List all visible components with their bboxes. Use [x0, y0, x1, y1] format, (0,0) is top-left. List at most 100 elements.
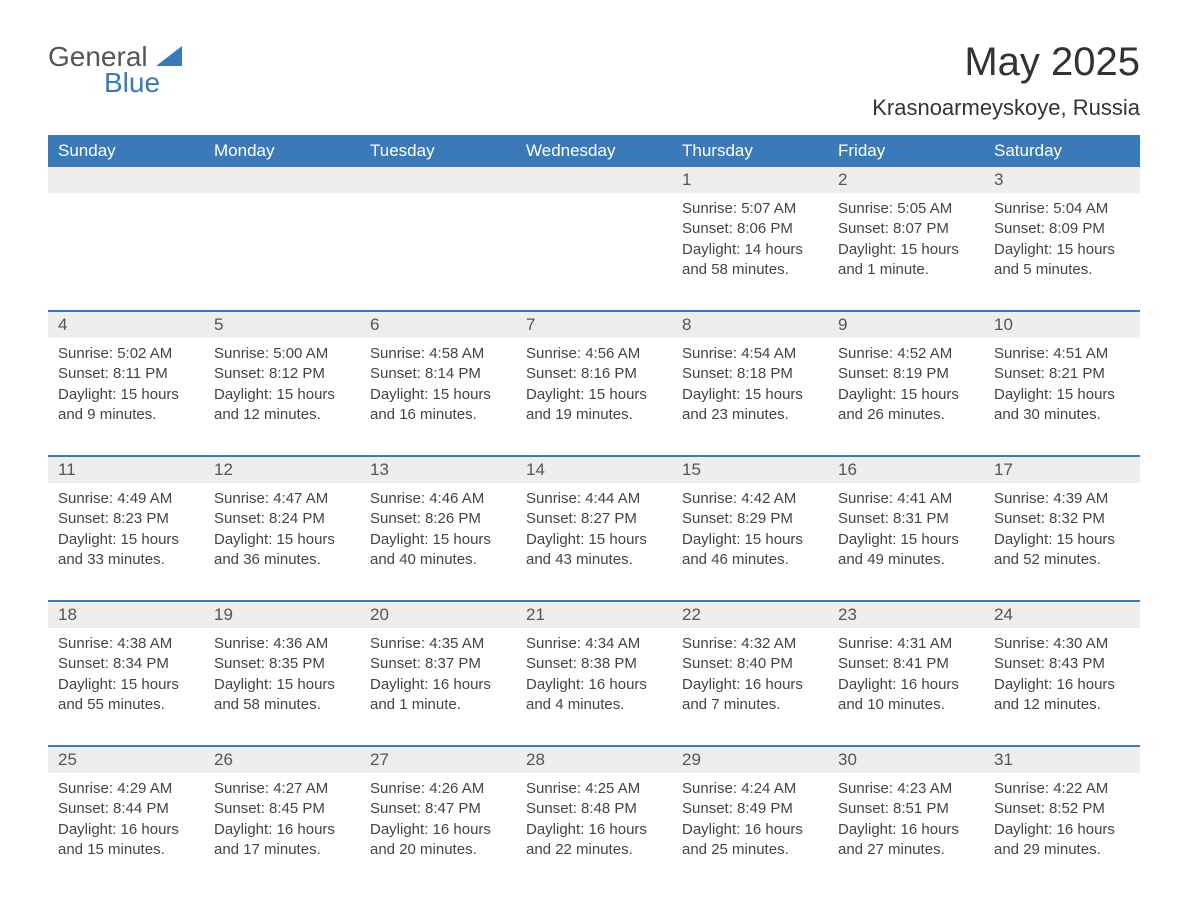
calendar-day — [516, 167, 672, 284]
sunrise-text: Sunrise: 4:26 AM — [370, 779, 506, 799]
calendar-day: 6Sunrise: 4:58 AMSunset: 8:14 PMDaylight… — [360, 312, 516, 429]
day-number: 22 — [672, 602, 828, 628]
sunrise-text: Sunrise: 4:42 AM — [682, 489, 818, 509]
weekday-header: Thursday — [672, 135, 828, 167]
sunset-text: Sunset: 8:14 PM — [370, 364, 506, 384]
daylight-text: Daylight: 15 hours and 26 minutes. — [838, 385, 974, 426]
day-details: Sunrise: 4:30 AMSunset: 8:43 PMDaylight:… — [984, 628, 1140, 719]
sunrise-text: Sunrise: 5:04 AM — [994, 199, 1130, 219]
sunrise-text: Sunrise: 4:56 AM — [526, 344, 662, 364]
calendar-day: 25Sunrise: 4:29 AMSunset: 8:44 PMDayligh… — [48, 747, 204, 864]
daylight-text: Daylight: 16 hours and 15 minutes. — [58, 820, 194, 861]
day-number: 17 — [984, 457, 1140, 483]
daylight-text: Daylight: 15 hours and 12 minutes. — [214, 385, 350, 426]
day-details: Sunrise: 5:05 AMSunset: 8:07 PMDaylight:… — [828, 193, 984, 284]
daylight-text: Daylight: 15 hours and 23 minutes. — [682, 385, 818, 426]
day-number: 21 — [516, 602, 672, 628]
calendar-day: 22Sunrise: 4:32 AMSunset: 8:40 PMDayligh… — [672, 602, 828, 719]
day-details: Sunrise: 4:22 AMSunset: 8:52 PMDaylight:… — [984, 773, 1140, 864]
calendar-day: 5Sunrise: 5:00 AMSunset: 8:12 PMDaylight… — [204, 312, 360, 429]
sunset-text: Sunset: 8:35 PM — [214, 654, 350, 674]
daylight-text: Daylight: 16 hours and 12 minutes. — [994, 675, 1130, 716]
day-number: 2 — [828, 167, 984, 193]
calendar-day — [48, 167, 204, 284]
calendar-day: 2Sunrise: 5:05 AMSunset: 8:07 PMDaylight… — [828, 167, 984, 284]
calendar-day: 16Sunrise: 4:41 AMSunset: 8:31 PMDayligh… — [828, 457, 984, 574]
day-number — [360, 167, 516, 193]
sunrise-text: Sunrise: 4:31 AM — [838, 634, 974, 654]
week-row: 1Sunrise: 5:07 AMSunset: 8:06 PMDaylight… — [48, 167, 1140, 284]
day-details: Sunrise: 4:29 AMSunset: 8:44 PMDaylight:… — [48, 773, 204, 864]
day-number: 8 — [672, 312, 828, 338]
sunrise-text: Sunrise: 4:32 AM — [682, 634, 818, 654]
calendar-day — [360, 167, 516, 284]
calendar-day: 23Sunrise: 4:31 AMSunset: 8:41 PMDayligh… — [828, 602, 984, 719]
calendar: SundayMondayTuesdayWednesdayThursdayFrid… — [48, 135, 1140, 864]
day-details: Sunrise: 4:47 AMSunset: 8:24 PMDaylight:… — [204, 483, 360, 574]
sunset-text: Sunset: 8:37 PM — [370, 654, 506, 674]
day-number — [516, 167, 672, 193]
week-row: 18Sunrise: 4:38 AMSunset: 8:34 PMDayligh… — [48, 600, 1140, 719]
sunset-text: Sunset: 8:44 PM — [58, 799, 194, 819]
sunrise-text: Sunrise: 4:46 AM — [370, 489, 506, 509]
calendar-day: 15Sunrise: 4:42 AMSunset: 8:29 PMDayligh… — [672, 457, 828, 574]
sunrise-text: Sunrise: 4:35 AM — [370, 634, 506, 654]
sunset-text: Sunset: 8:09 PM — [994, 219, 1130, 239]
daylight-text: Daylight: 15 hours and 46 minutes. — [682, 530, 818, 571]
daylight-text: Daylight: 14 hours and 58 minutes. — [682, 240, 818, 281]
day-number: 12 — [204, 457, 360, 483]
day-details: Sunrise: 4:34 AMSunset: 8:38 PMDaylight:… — [516, 628, 672, 719]
sunrise-text: Sunrise: 4:54 AM — [682, 344, 818, 364]
day-number: 11 — [48, 457, 204, 483]
sunset-text: Sunset: 8:47 PM — [370, 799, 506, 819]
calendar-day: 24Sunrise: 4:30 AMSunset: 8:43 PMDayligh… — [984, 602, 1140, 719]
sunset-text: Sunset: 8:19 PM — [838, 364, 974, 384]
calendar-day: 31Sunrise: 4:22 AMSunset: 8:52 PMDayligh… — [984, 747, 1140, 864]
day-number: 27 — [360, 747, 516, 773]
weekday-header: Monday — [204, 135, 360, 167]
sunset-text: Sunset: 8:29 PM — [682, 509, 818, 529]
day-number: 14 — [516, 457, 672, 483]
daylight-text: Daylight: 16 hours and 10 minutes. — [838, 675, 974, 716]
day-number: 31 — [984, 747, 1140, 773]
calendar-day: 26Sunrise: 4:27 AMSunset: 8:45 PMDayligh… — [204, 747, 360, 864]
week-row: 11Sunrise: 4:49 AMSunset: 8:23 PMDayligh… — [48, 455, 1140, 574]
daylight-text: Daylight: 16 hours and 29 minutes. — [994, 820, 1130, 861]
calendar-day: 30Sunrise: 4:23 AMSunset: 8:51 PMDayligh… — [828, 747, 984, 864]
daylight-text: Daylight: 16 hours and 27 minutes. — [838, 820, 974, 861]
sunset-text: Sunset: 8:41 PM — [838, 654, 974, 674]
day-number: 20 — [360, 602, 516, 628]
day-details: Sunrise: 4:49 AMSunset: 8:23 PMDaylight:… — [48, 483, 204, 574]
day-number: 10 — [984, 312, 1140, 338]
weeks-container: 1Sunrise: 5:07 AMSunset: 8:06 PMDaylight… — [48, 167, 1140, 864]
sunrise-text: Sunrise: 4:34 AM — [526, 634, 662, 654]
calendar-day: 10Sunrise: 4:51 AMSunset: 8:21 PMDayligh… — [984, 312, 1140, 429]
sunset-text: Sunset: 8:40 PM — [682, 654, 818, 674]
day-details: Sunrise: 4:41 AMSunset: 8:31 PMDaylight:… — [828, 483, 984, 574]
day-number: 7 — [516, 312, 672, 338]
day-details: Sunrise: 4:54 AMSunset: 8:18 PMDaylight:… — [672, 338, 828, 429]
daylight-text: Daylight: 15 hours and 5 minutes. — [994, 240, 1130, 281]
day-details: Sunrise: 5:02 AMSunset: 8:11 PMDaylight:… — [48, 338, 204, 429]
calendar-day — [204, 167, 360, 284]
day-details: Sunrise: 5:04 AMSunset: 8:09 PMDaylight:… — [984, 193, 1140, 284]
sunrise-text: Sunrise: 4:58 AM — [370, 344, 506, 364]
daylight-text: Daylight: 15 hours and 9 minutes. — [58, 385, 194, 426]
calendar-day: 12Sunrise: 4:47 AMSunset: 8:24 PMDayligh… — [204, 457, 360, 574]
day-number: 4 — [48, 312, 204, 338]
day-details: Sunrise: 4:32 AMSunset: 8:40 PMDaylight:… — [672, 628, 828, 719]
sunrise-text: Sunrise: 4:47 AM — [214, 489, 350, 509]
day-details: Sunrise: 5:00 AMSunset: 8:12 PMDaylight:… — [204, 338, 360, 429]
day-number — [48, 167, 204, 193]
day-details: Sunrise: 4:31 AMSunset: 8:41 PMDaylight:… — [828, 628, 984, 719]
daylight-text: Daylight: 15 hours and 16 minutes. — [370, 385, 506, 426]
sunset-text: Sunset: 8:21 PM — [994, 364, 1130, 384]
day-number: 18 — [48, 602, 204, 628]
sunset-text: Sunset: 8:51 PM — [838, 799, 974, 819]
calendar-day: 18Sunrise: 4:38 AMSunset: 8:34 PMDayligh… — [48, 602, 204, 719]
daylight-text: Daylight: 16 hours and 7 minutes. — [682, 675, 818, 716]
calendar-day: 19Sunrise: 4:36 AMSunset: 8:35 PMDayligh… — [204, 602, 360, 719]
sunrise-text: Sunrise: 4:39 AM — [994, 489, 1130, 509]
weekday-header: Wednesday — [516, 135, 672, 167]
day-number: 29 — [672, 747, 828, 773]
